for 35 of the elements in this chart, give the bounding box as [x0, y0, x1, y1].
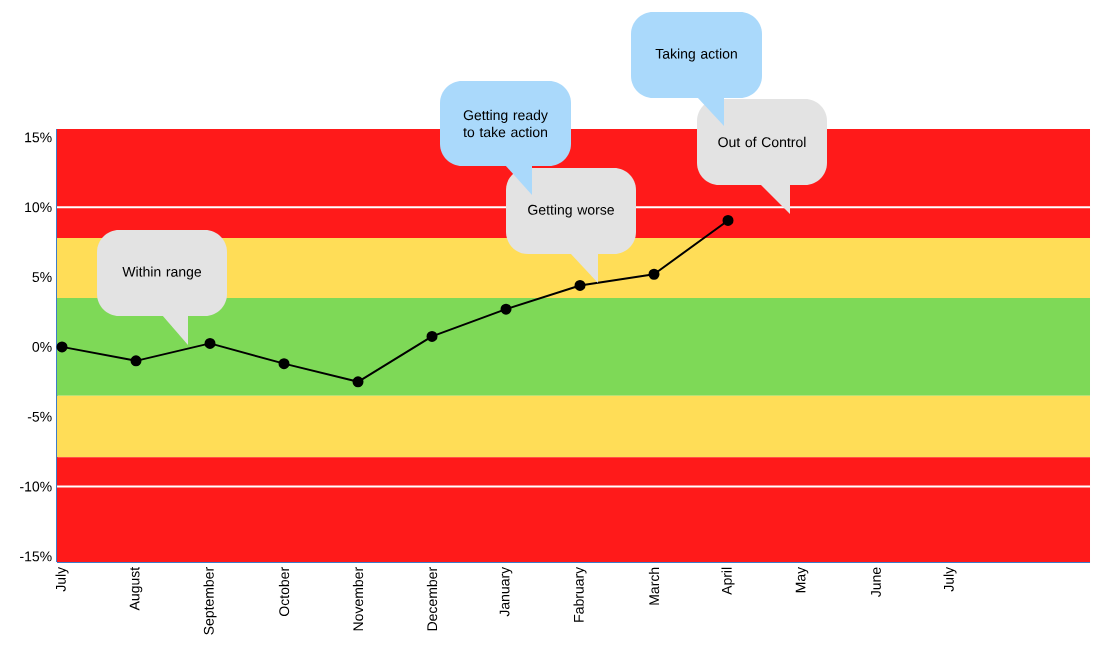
point	[574, 279, 586, 291]
point	[56, 341, 68, 353]
annotation: Getting ready to take action	[463, 109, 548, 138]
point	[500, 303, 512, 315]
annotation: Out of Control	[718, 136, 806, 148]
x-tick-label: Fabruary	[573, 566, 587, 622]
y-tick-label: -10%	[20, 481, 52, 492]
y-tick-label: 0%	[32, 341, 52, 352]
x-tick-label: January	[499, 566, 513, 617]
y-tick-label: -5%	[27, 411, 52, 422]
x-tick-label: December	[426, 567, 438, 631]
x-tick-label: October	[278, 567, 290, 616]
y-tick-label: 10%	[25, 202, 52, 213]
y-tick-label: 15%	[25, 132, 52, 143]
x-tick-label: July	[943, 566, 957, 592]
x-tick-label: July	[55, 566, 69, 592]
annotation: Getting worse	[528, 204, 614, 218]
text: Taking action	[655, 48, 737, 62]
point	[352, 376, 364, 388]
x-tick-label: March	[648, 567, 660, 605]
x-tick-label: November	[352, 567, 364, 631]
point	[130, 355, 142, 367]
point	[426, 330, 438, 342]
point	[648, 268, 660, 280]
y-tick-label: -15%	[20, 551, 52, 562]
x-tick-label: April	[721, 567, 735, 595]
x-tick-label: September	[203, 567, 217, 635]
point	[278, 358, 290, 370]
y-tick-label: 5%	[32, 272, 52, 282]
point	[722, 214, 734, 226]
x-tick-label: May	[795, 566, 809, 593]
x-tick-label: June	[871, 567, 881, 597]
annotation: Within range	[122, 266, 202, 280]
point	[204, 337, 216, 349]
x-tick-label: August	[129, 566, 143, 611]
